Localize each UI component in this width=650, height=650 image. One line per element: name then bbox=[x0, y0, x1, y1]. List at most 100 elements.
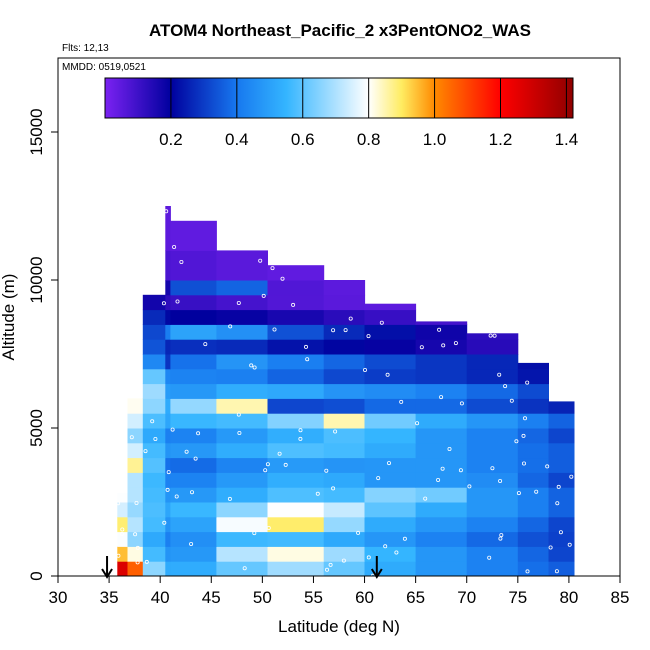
heatmap-cell bbox=[267, 368, 325, 385]
profile-arrow-head bbox=[101, 568, 113, 579]
sample-point bbox=[554, 569, 559, 574]
colorbar-tick-label: 1.0 bbox=[423, 130, 447, 149]
sample-point bbox=[423, 496, 428, 501]
sample-point bbox=[385, 372, 390, 377]
x-tick-label: 40 bbox=[151, 588, 170, 607]
heatmap-cell bbox=[170, 442, 217, 459]
sample-point bbox=[298, 436, 303, 441]
heatmap-cell bbox=[548, 472, 575, 488]
heatmap-cell bbox=[216, 442, 268, 459]
sample-point bbox=[272, 327, 277, 332]
heatmap-cell bbox=[117, 502, 128, 518]
heatmap-cell bbox=[517, 487, 549, 503]
heatmap-cell bbox=[517, 442, 549, 459]
heatmap-cell bbox=[517, 531, 549, 547]
sample-point bbox=[331, 328, 336, 333]
heatmap-cell bbox=[364, 309, 417, 325]
heatmap-cell bbox=[517, 413, 549, 429]
heatmap-cell bbox=[267, 487, 325, 503]
heatmap-cell bbox=[323, 368, 366, 385]
sample-point bbox=[249, 363, 254, 368]
heatmap-cell bbox=[216, 309, 268, 325]
heatmap-cells bbox=[117, 206, 575, 577]
sample-point bbox=[162, 520, 167, 525]
heatmap-cell bbox=[415, 457, 468, 473]
heatmap-cell bbox=[364, 354, 417, 370]
x-tick-label: 65 bbox=[406, 588, 425, 607]
heatmap-cell bbox=[364, 428, 417, 444]
heatmap-cell bbox=[466, 472, 519, 488]
heatmap-cell bbox=[142, 309, 166, 325]
heatmap-cell bbox=[323, 502, 366, 518]
heatmap-cell bbox=[323, 398, 366, 414]
sample-point bbox=[492, 333, 497, 338]
heatmap-cell bbox=[165, 413, 171, 429]
heatmap-cell bbox=[216, 487, 268, 503]
sample-point bbox=[153, 436, 158, 441]
heatmap-cell bbox=[267, 472, 325, 488]
y-tick-label: 15000 bbox=[27, 108, 46, 155]
heatmap-cell bbox=[165, 561, 171, 577]
heatmap-cell bbox=[548, 531, 575, 547]
heatmap-cell bbox=[142, 383, 166, 399]
heatmap-cell bbox=[267, 428, 325, 444]
heatmap-cell bbox=[165, 368, 171, 385]
heatmap-cell bbox=[466, 546, 519, 562]
heatmap-cell bbox=[142, 472, 166, 488]
heatmap-cell bbox=[323, 561, 366, 577]
heatmap-cell bbox=[170, 457, 217, 473]
heatmap-cell bbox=[142, 324, 166, 340]
heatmap-cell bbox=[323, 383, 366, 399]
sample-point bbox=[324, 567, 329, 572]
heatmap-cell bbox=[216, 383, 268, 399]
heatmap-cell bbox=[165, 502, 171, 518]
colorbar-tick-label: 1.2 bbox=[489, 130, 513, 149]
heatmap-cell bbox=[466, 383, 519, 399]
y-tick-label: 10000 bbox=[27, 256, 46, 303]
heatmap-cell bbox=[267, 398, 325, 414]
sample-point bbox=[144, 559, 149, 564]
heatmap-cell bbox=[127, 428, 144, 444]
sample-point bbox=[172, 244, 177, 249]
heatmap-cell bbox=[165, 546, 171, 562]
heatmap-cell bbox=[415, 502, 468, 518]
heatmap-cell bbox=[466, 516, 519, 533]
heatmap-cell bbox=[170, 561, 217, 577]
sample-point bbox=[203, 342, 208, 347]
heatmap-cell bbox=[216, 294, 268, 311]
sample-point bbox=[189, 542, 194, 547]
heatmap-cell bbox=[216, 368, 268, 385]
heatmap-cell bbox=[415, 516, 468, 533]
sample-point bbox=[175, 299, 180, 304]
heatmap-cell bbox=[415, 428, 468, 444]
flights-label: Flts: 12,13 bbox=[62, 43, 109, 54]
sample-point bbox=[534, 489, 539, 494]
sample-point bbox=[116, 553, 121, 558]
y-axis-label: Altitude (m) bbox=[0, 274, 18, 361]
heatmap-cell bbox=[548, 442, 575, 459]
heatmap-cell bbox=[216, 546, 268, 562]
heatmap-cell bbox=[165, 309, 171, 325]
heatmap-cell bbox=[216, 502, 268, 518]
heatmap-cell bbox=[170, 309, 217, 325]
sample-point bbox=[263, 468, 268, 473]
sample-point bbox=[266, 526, 271, 531]
heatmap-cell bbox=[517, 561, 549, 577]
heatmap-cell bbox=[165, 339, 171, 355]
sample-point bbox=[399, 399, 404, 404]
heatmap-cell bbox=[323, 457, 366, 473]
heatmap-cell bbox=[415, 561, 468, 577]
heatmap-cell bbox=[117, 546, 128, 562]
x-tick-label: 70 bbox=[457, 588, 476, 607]
heatmap-cell bbox=[548, 561, 575, 577]
heatmap-cell bbox=[323, 487, 366, 503]
sample-point bbox=[236, 300, 241, 305]
heatmap-cell bbox=[517, 502, 549, 518]
x-tick-label: 80 bbox=[559, 588, 578, 607]
sample-point bbox=[258, 258, 263, 263]
heatmap-cell bbox=[364, 472, 417, 488]
heatmap-cell bbox=[170, 413, 217, 429]
heatmap-cell bbox=[170, 220, 217, 251]
sample-point bbox=[440, 466, 445, 471]
